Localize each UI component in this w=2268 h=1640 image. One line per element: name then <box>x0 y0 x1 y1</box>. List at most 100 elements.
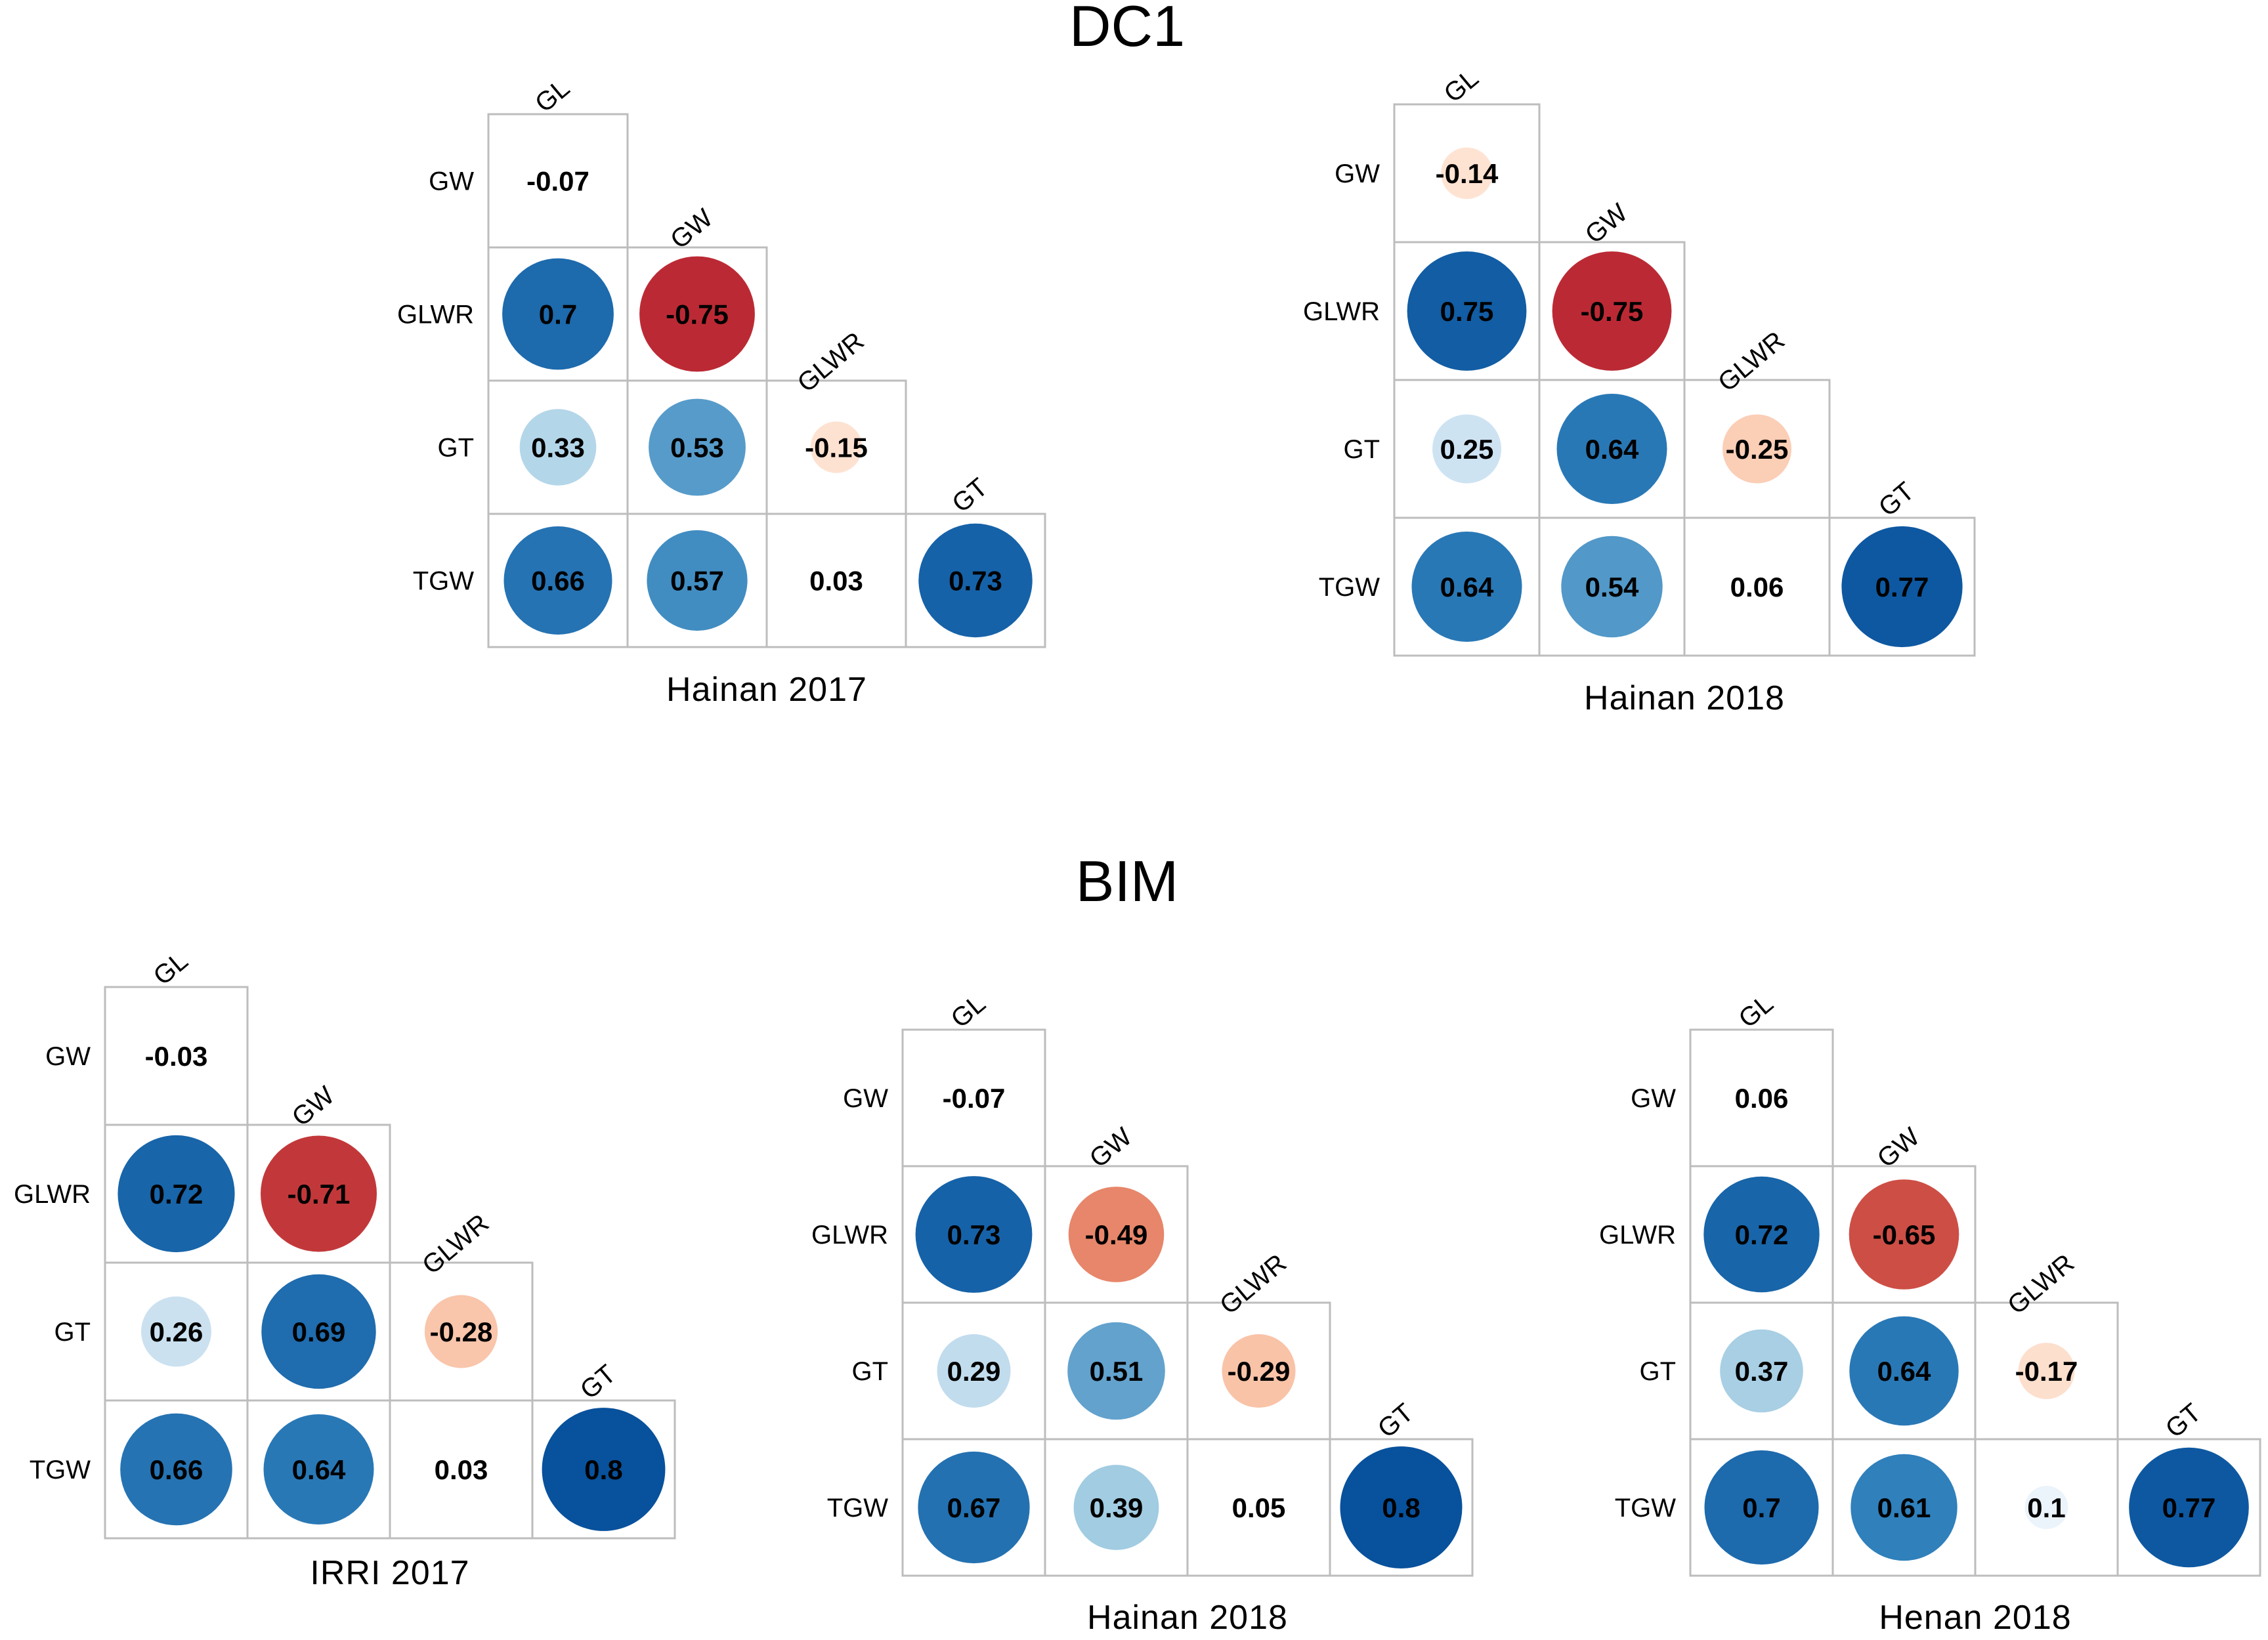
correlation-circle <box>263 1414 374 1524</box>
row-label: GLWR <box>811 1221 888 1250</box>
correlation-circle <box>1704 1450 1819 1565</box>
panel-caption: Hainan 2018 <box>1087 1599 1288 1637</box>
correlation-value: 0.1 <box>2027 1492 2065 1523</box>
correlation-circle <box>424 1295 498 1368</box>
correlation-value: 0.64 <box>1877 1356 1931 1387</box>
correlation-circle <box>542 1408 666 1531</box>
correlation-value: -0.75 <box>1581 296 1644 327</box>
correlation-circle <box>2024 1486 2068 1529</box>
column-label: GT <box>575 1359 622 1404</box>
correlation-circle <box>261 1135 377 1252</box>
correlation-value: -0.07 <box>526 166 589 197</box>
correlation-circle <box>503 526 612 635</box>
correlation-value: 0.03 <box>809 566 863 597</box>
correlation-value: 0.37 <box>1735 1356 1789 1387</box>
correlation-circle <box>2018 1343 2075 1399</box>
correlation-value: 0.77 <box>2162 1492 2216 1523</box>
correlation-circle <box>519 409 597 486</box>
row-label: GT <box>1639 1357 1676 1386</box>
row-label: GT <box>1343 435 1380 464</box>
correlation-circle <box>1720 1329 1803 1413</box>
row-label: GW <box>429 167 474 196</box>
correlation-panel: -0.03 0.72 -0.71 0.26 0.69 -0.28 0.66 0.64 0.03 0… <box>14 946 676 1592</box>
correlation-value: 0.33 <box>531 432 585 463</box>
column-label: GL <box>530 74 575 118</box>
matrix-cell <box>1683 516 1831 657</box>
correlation-circle <box>1067 1322 1165 1420</box>
correlation-circle <box>918 523 1033 638</box>
correlation-value: 0.75 <box>1440 296 1494 327</box>
correlation-panel: 0.06 0.72 -0.65 0.37 0.64 -0.17 0.7 0.61 0.1 0.77… <box>1599 989 2261 1637</box>
correlation-value: 0.06 <box>1735 1083 1789 1114</box>
correlation-circle <box>502 258 614 370</box>
row-label: GW <box>1335 159 1380 188</box>
column-label: GL <box>148 946 194 991</box>
correlation-value: -0.25 <box>1726 434 1789 465</box>
correlation-circle <box>1432 414 1501 484</box>
correlation-value: 0.69 <box>292 1316 346 1347</box>
row-label: GT <box>851 1357 888 1386</box>
matrix-cell <box>901 1028 1046 1167</box>
correlation-panel: -0.14 0.75 -0.75 0.25 0.64 -0.25 0.64 0.54 0.06 0… <box>1303 64 1976 717</box>
correlation-circle <box>1849 1179 1959 1290</box>
row-label: TGW <box>827 1494 889 1523</box>
correlation-value: 0.73 <box>947 1219 1001 1250</box>
correlation-circle <box>639 256 755 372</box>
correlation-value: -0.28 <box>430 1316 493 1347</box>
correlation-circle <box>1851 1454 1958 1561</box>
column-label: GT <box>2160 1398 2207 1443</box>
row-label: GW <box>1631 1084 1676 1113</box>
correlation-circle <box>915 1176 1033 1293</box>
correlation-value: -0.29 <box>1228 1356 1291 1387</box>
correlation-value: 0.66 <box>150 1454 203 1485</box>
row-label: GLWR <box>397 301 474 329</box>
row-label: GT <box>437 434 474 463</box>
correlation-value: 0.61 <box>1877 1492 1931 1523</box>
row-label: GW <box>45 1042 91 1071</box>
correlation-value: 0.53 <box>670 432 724 463</box>
correlation-circle <box>1722 414 1791 484</box>
correlation-circle <box>1411 532 1522 642</box>
correlation-circle <box>1841 526 1963 648</box>
correlation-value: -0.71 <box>288 1179 351 1209</box>
matrix-cell <box>1186 1438 1331 1577</box>
row-label: GT <box>54 1318 91 1347</box>
correlation-value: 0.67 <box>947 1492 1001 1523</box>
correlation-value: -0.65 <box>1873 1219 1936 1250</box>
correlation-value: 0.05 <box>1232 1492 1286 1523</box>
correlation-circle <box>1441 147 1493 200</box>
group-title-dc1: DC1 <box>1069 0 1185 58</box>
correlation-circle <box>1222 1334 1296 1408</box>
correlation-circle <box>1407 251 1527 371</box>
matrix-cell <box>104 986 249 1126</box>
correlation-value: -0.03 <box>145 1041 208 1072</box>
row-label: TGW <box>1319 573 1380 602</box>
correlation-circle <box>1556 394 1667 504</box>
panel-caption: Hainan 2017 <box>666 671 867 709</box>
correlation-value: 0.57 <box>670 566 724 597</box>
correlation-circle <box>647 530 748 631</box>
correlation-circle <box>1552 251 1672 371</box>
correlation-circle <box>1340 1446 1463 1568</box>
correlation-value: 0.64 <box>1585 434 1639 465</box>
matrix-cell <box>765 513 907 648</box>
correlation-circle <box>649 398 746 496</box>
correlation-value: -0.75 <box>666 299 729 330</box>
column-label: GL <box>1734 989 1779 1034</box>
correlation-panel: -0.07 0.73 -0.49 0.29 0.51 -0.29 0.67 0.39 0.05 0… <box>811 989 1474 1637</box>
correlation-value: 0.03 <box>435 1454 488 1485</box>
correlation-circle <box>1073 1465 1159 1550</box>
panel-caption: Hainan 2018 <box>1584 679 1785 717</box>
correlation-value: 0.66 <box>531 566 585 597</box>
correlation-value: 0.7 <box>539 299 577 330</box>
column-label: GT <box>947 473 993 518</box>
column-label: GL <box>946 989 991 1034</box>
correlation-panel: -0.07 0.7 -0.75 0.33 0.53 -0.15 0.66 0.57 0.03 0.… <box>397 74 1046 709</box>
correlation-value: -0.14 <box>1436 158 1499 189</box>
correlation-value: 0.73 <box>949 566 1002 597</box>
correlation-circle <box>810 421 863 473</box>
correlation-value: 0.64 <box>292 1454 346 1485</box>
column-label: GT <box>1873 476 1920 522</box>
correlation-circle <box>261 1274 376 1389</box>
